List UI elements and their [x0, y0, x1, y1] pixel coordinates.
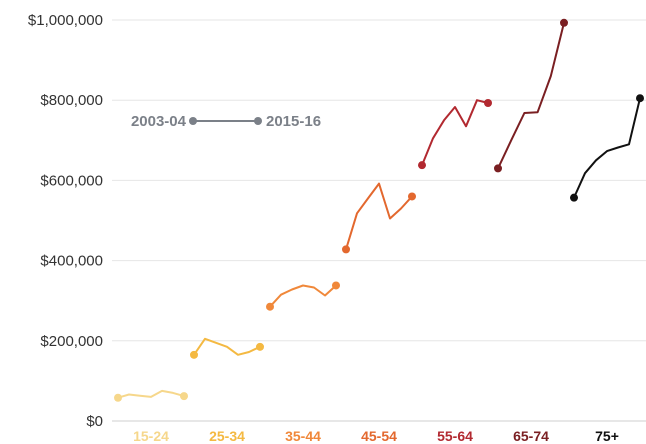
category-label: 25-34 — [209, 428, 245, 444]
category-label: 45-54 — [361, 428, 397, 444]
series-start-point — [342, 245, 350, 254]
series-start-point — [266, 302, 274, 311]
series-line — [421, 99, 489, 166]
series-55-64 — [418, 99, 492, 170]
y-tick-label: $400,000 — [40, 253, 103, 270]
category-label: 15-24 — [133, 428, 169, 444]
y-tick-label: $200,000 — [40, 333, 103, 350]
series-line — [117, 389, 185, 399]
category-label: 55-64 — [437, 428, 473, 444]
series-line — [573, 97, 641, 199]
series-end-point — [332, 281, 340, 290]
series-line — [269, 284, 337, 308]
legend-start-label: 2003-04 — [131, 113, 187, 130]
category-label: 75+ — [595, 428, 619, 444]
series-start-point — [494, 164, 502, 173]
legend-end-label: 2015-16 — [266, 113, 321, 130]
y-axis-tick-labels: $0 $200,000 $400,000 $600,000 $800,000 $1,000… — [28, 12, 103, 430]
category-label: 35-44 — [285, 428, 321, 444]
series-line — [345, 182, 413, 250]
series-35-44 — [266, 281, 340, 311]
series-line — [193, 337, 261, 356]
legend-start-dot — [189, 117, 197, 125]
series-15-24 — [114, 389, 188, 402]
series-start-point — [418, 161, 426, 170]
y-tick-label: $600,000 — [40, 172, 103, 189]
series-end-point — [180, 392, 188, 401]
y-tick-label: $1,000,000 — [28, 12, 103, 29]
series-end-point — [484, 99, 492, 108]
category-label: 65-74 — [513, 428, 549, 444]
series-start-point — [114, 393, 122, 402]
series-end-point — [560, 18, 568, 27]
legend: 2003-04 2015-16 — [131, 113, 321, 130]
series-25-34 — [190, 337, 264, 359]
series-75+ — [570, 94, 644, 202]
series-45-54 — [342, 182, 416, 254]
series-65-74 — [494, 18, 568, 173]
legend-end-dot — [254, 117, 262, 125]
series-end-point — [636, 94, 644, 103]
y-tick-label: $800,000 — [40, 92, 103, 109]
series-end-point — [408, 192, 416, 201]
series-start-point — [190, 350, 198, 359]
series-line — [497, 22, 565, 169]
series-end-point — [256, 342, 264, 351]
x-axis-category-labels: 15-24 25-34 35-44 45-54 55-64 65-74 75+ — [133, 428, 619, 444]
series-lines — [114, 18, 644, 402]
y-tick-label: $0 — [86, 413, 103, 430]
grid-lines — [112, 19, 646, 422]
series-start-point — [570, 193, 578, 202]
